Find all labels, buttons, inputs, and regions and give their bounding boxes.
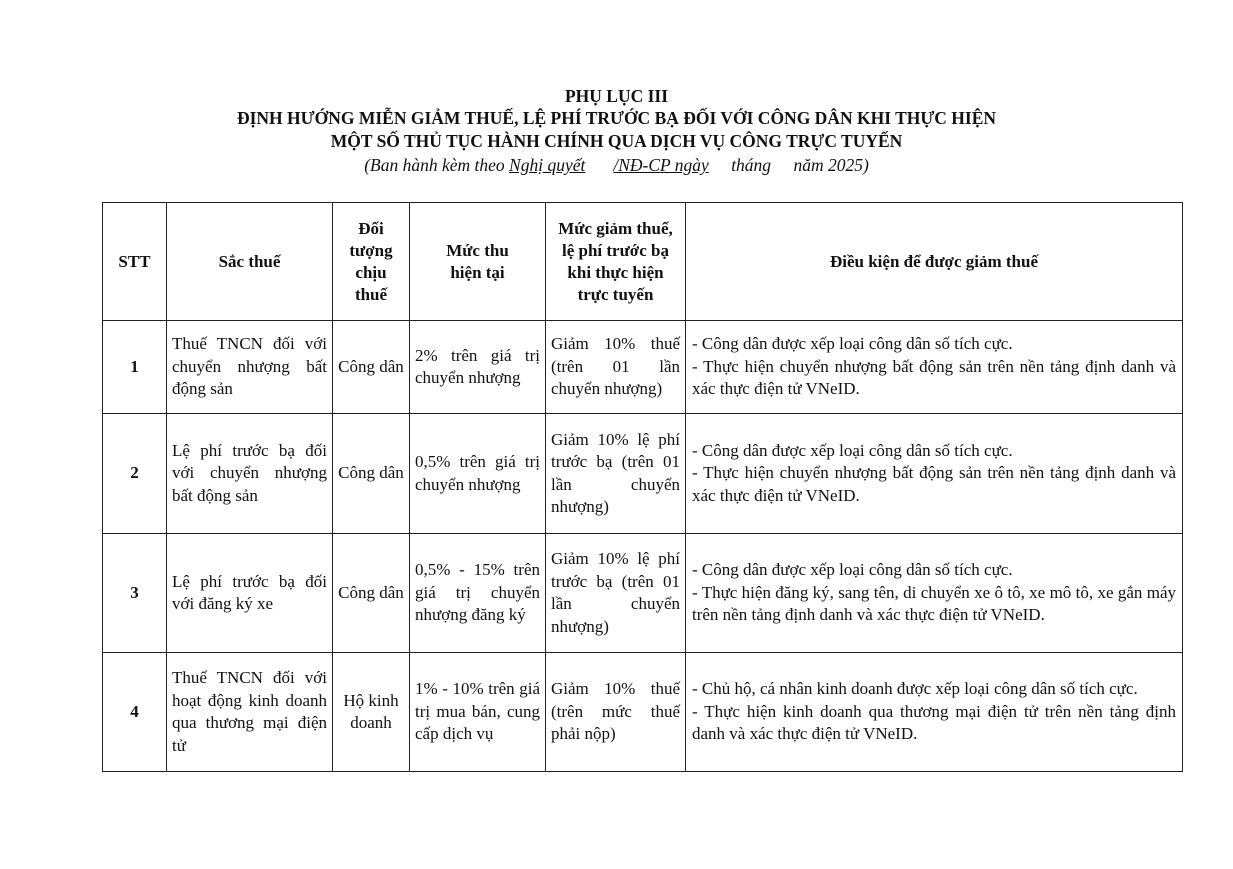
reduction-rate: Giảm 10% lệ phí trước bạ (trên 01 lần ch… <box>545 413 686 534</box>
condition-item: - Chủ hộ, cá nhân kinh doanh được xếp lo… <box>692 679 1138 699</box>
row-number: 2 <box>102 413 167 534</box>
taxpayer: Hộ kinh doanh <box>332 652 410 772</box>
col-header: Mức thu hiện tại <box>409 202 546 321</box>
tax-type: Thuế TNCN đối với hoạt động kinh doanh q… <box>166 652 333 772</box>
col-header: Mức giảm thuế, lệ phí trước bạ khi thực … <box>545 202 686 321</box>
subtitle-year: năm 2025) <box>793 155 869 175</box>
current-rate: 1% - 10% trên giá trị mua bán, cung cấp … <box>409 652 546 772</box>
col-header: Điều kiện để được giảm thuế <box>685 202 1183 321</box>
taxpayer: Công dân <box>332 533 410 653</box>
table-header-row: STT Sắc thuế Đối tượng chịu thuế Mức thu… <box>102 202 1183 321</box>
document-subtitle: (Ban hành kèm theo Nghị quyết/NĐ-CP ngày… <box>0 155 1233 176</box>
condition-item: - Thực hiện chuyển nhượng bất động sản t… <box>692 463 1176 505</box>
tax-type: Lệ phí trước bạ đối với chuyển nhượng bấ… <box>166 413 333 534</box>
col-header: Đối tượng chịu thuế <box>332 202 410 321</box>
conditions: - Công dân được xếp loại công dân số tíc… <box>685 413 1183 534</box>
col-header: Sắc thuế <box>166 202 333 321</box>
conditions: - Công dân được xếp loại công dân số tíc… <box>685 533 1183 653</box>
row-number: 3 <box>102 533 167 653</box>
tax-reduction-table: STT Sắc thuế Đối tượng chịu thuế Mức thu… <box>102 202 1183 772</box>
table-row: 1 Thuế TNCN đối với chuyển nhượng bất độn… <box>102 320 1183 414</box>
conditions: - Chủ hộ, cá nhân kinh doanh được xếp lo… <box>685 652 1183 772</box>
document-title-line1: ĐỊNH HƯỚNG MIỄN GIẢM THUẾ, LỆ PHÍ TRƯỚC … <box>236 108 997 128</box>
table-row: 4 Thuế TNCN đối với hoạt động kinh doanh … <box>102 652 1183 772</box>
subtitle-prefix: (Ban hành kèm theo <box>364 155 510 175</box>
condition-item: - Công dân được xếp loại công dân số tíc… <box>692 334 1013 354</box>
condition-item: - Thực hiện chuyển nhượng bất động sản t… <box>692 356 1176 399</box>
subtitle-month: tháng <box>731 155 772 175</box>
conditions: - Công dân được xếp loại công dân số tíc… <box>685 320 1183 414</box>
current-rate: 0,5% - 15% trên giá trị chuyển nhượng đă… <box>409 533 546 653</box>
condition-item: - Công dân được xếp loại công dân số tíc… <box>692 440 1013 460</box>
appendix-label: PHỤ LỤC III <box>564 86 669 106</box>
condition-item: - Công dân được xếp loại công dân số tíc… <box>692 560 1013 580</box>
row-number: 1 <box>102 320 167 414</box>
taxpayer: Công dân <box>332 413 410 534</box>
condition-item: - Thực hiện kinh doanh qua thương mại đi… <box>692 701 1176 744</box>
current-rate: 0,5% trên giá trị chuyển nhượng <box>409 413 546 534</box>
reduction-rate: Giảm 10% lệ phí trước bạ (trên 01 lần ch… <box>545 533 686 653</box>
col-header: STT <box>102 202 167 321</box>
table-row: 3 Lệ phí trước bạ đối với đăng ký xe Công … <box>102 533 1183 653</box>
table-row: 2 Lệ phí trước bạ đối với chuyển nhượng b… <box>102 413 1183 534</box>
current-rate: 2% trên giá trị chuyển nhượng <box>409 320 546 414</box>
subtitle-resolution: Nghị quyết/NĐ-CP ngày <box>509 155 709 175</box>
tax-type: Lệ phí trước bạ đối với đăng ký xe <box>166 533 333 653</box>
document-title-line2: MỘT SỐ THỦ TỤC HÀNH CHÍNH QUA DỊCH VỤ CÔ… <box>330 131 903 151</box>
condition-item: - Thực hiện đăng ký, sang tên, di chuyển… <box>692 582 1176 625</box>
row-number: 4 <box>102 652 167 772</box>
reduction-rate: Giảm 10% thuế (trên mức thuế phải nộp) <box>545 652 686 772</box>
reduction-rate: Giảm 10% thuế (trên 01 lần chuyển nhượng… <box>545 320 686 414</box>
taxpayer: Công dân <box>332 320 410 414</box>
tax-type: Thuế TNCN đối với chuyển nhượng bất động… <box>166 320 333 414</box>
